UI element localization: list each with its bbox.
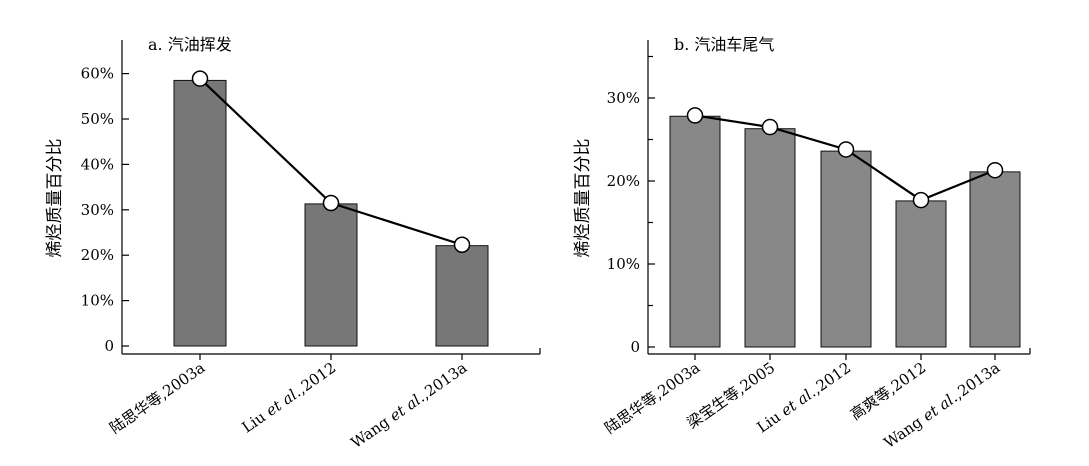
y-tick-label: 20% [81,246,114,264]
data-point-marker [453,236,471,254]
y-axis-label: 烯烃质量百分比 [45,139,65,258]
bar [895,200,947,348]
bar [304,203,358,347]
data-point-marker [686,107,704,124]
data-point-marker [837,141,855,158]
data-point-marker [761,118,779,136]
bar [669,115,721,348]
y-tick-label: 30% [81,201,114,219]
category-label: 陆思华等,2003a [106,359,208,438]
y-tick-label: 0 [104,337,114,355]
bar [435,245,489,347]
y-tick-label: 50% [81,110,114,128]
bar [744,128,796,348]
y-tick-label: 30% [607,89,640,107]
category-label: 陆思华等,2003a [601,359,703,438]
category-label: Liu et al.,2012 [239,359,340,437]
y-tick-label: 10% [607,255,640,273]
y-tick-label: 0 [630,338,640,356]
data-point-marker [322,194,340,212]
y-tick-label: 20% [607,172,640,190]
bar [969,171,1021,348]
chart-panel-a: 0 10% 20% 30% 40% 50% 60% 陆思华等,2003a Liu et al.,… [45,35,541,452]
data-point-marker [191,70,209,87]
y-tick-label: 10% [81,292,114,310]
y-tick-label: 40% [81,155,114,173]
bar [820,150,872,348]
data-point-marker [912,191,930,209]
category-label: Wang et al.,2013a [348,359,471,452]
y-tick-label: 60% [81,65,114,83]
y-axis-label: 烯烃质量百分比 [573,139,593,258]
bar [173,79,227,347]
panel-title: a. 汽油挥发 [148,35,232,54]
data-point-marker [986,161,1004,179]
panel-title: b. 汽油车尾气 [674,35,774,54]
